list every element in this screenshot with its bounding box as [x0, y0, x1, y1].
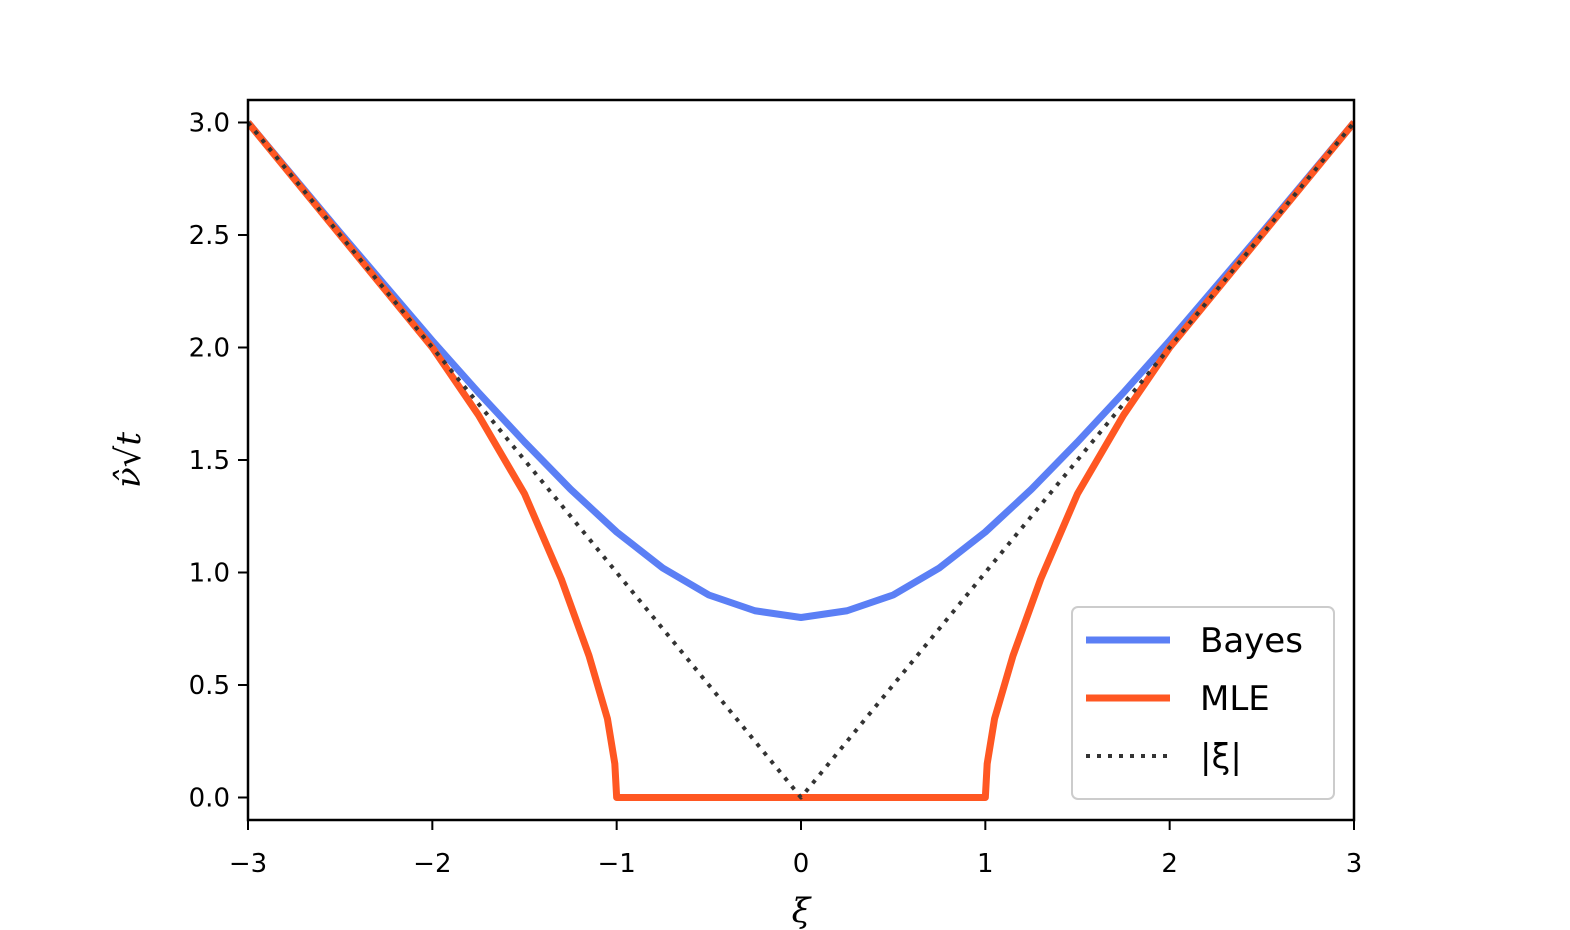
x-tick-label: 3 [1346, 849, 1363, 879]
y-tick-label: 1.0 [189, 559, 230, 589]
y-tick-label: 3.0 [189, 109, 230, 139]
legend-label: MLE [1200, 679, 1270, 719]
series-line-bayes [248, 120, 1354, 621]
x-tick-label: 0 [793, 849, 810, 879]
y-tick-label: 2.5 [189, 221, 230, 251]
legend-box [1071, 606, 1335, 800]
x-tick-label: −1 [598, 849, 636, 879]
y-tick-label: 1.5 [189, 446, 230, 476]
y-tick-label: 2.0 [189, 334, 230, 364]
x-axis-label: ξ [792, 891, 813, 930]
x-tick-label: −2 [413, 849, 451, 879]
x-tick-label: −3 [229, 849, 267, 879]
series-layer [248, 120, 1354, 801]
legend: Bayes MLE |ξ| [1071, 606, 1335, 800]
series-line-abs-xi [248, 121, 1354, 800]
x-tick-label: 2 [1161, 849, 1178, 879]
x-tick-label: 1 [977, 849, 994, 879]
legend-label: Bayes [1200, 621, 1303, 661]
y-axis-label: ν̂√t [109, 432, 149, 488]
axes-layer: −3 −2 −1 0 1 2 3 0.0 0.5 1.0 1.5 2.0 2.5 3.0 [189, 109, 1363, 880]
y-tick-label: 0.5 [189, 671, 230, 701]
y-tick-label: 0.0 [189, 784, 230, 814]
legend-label: |ξ| [1200, 737, 1242, 777]
